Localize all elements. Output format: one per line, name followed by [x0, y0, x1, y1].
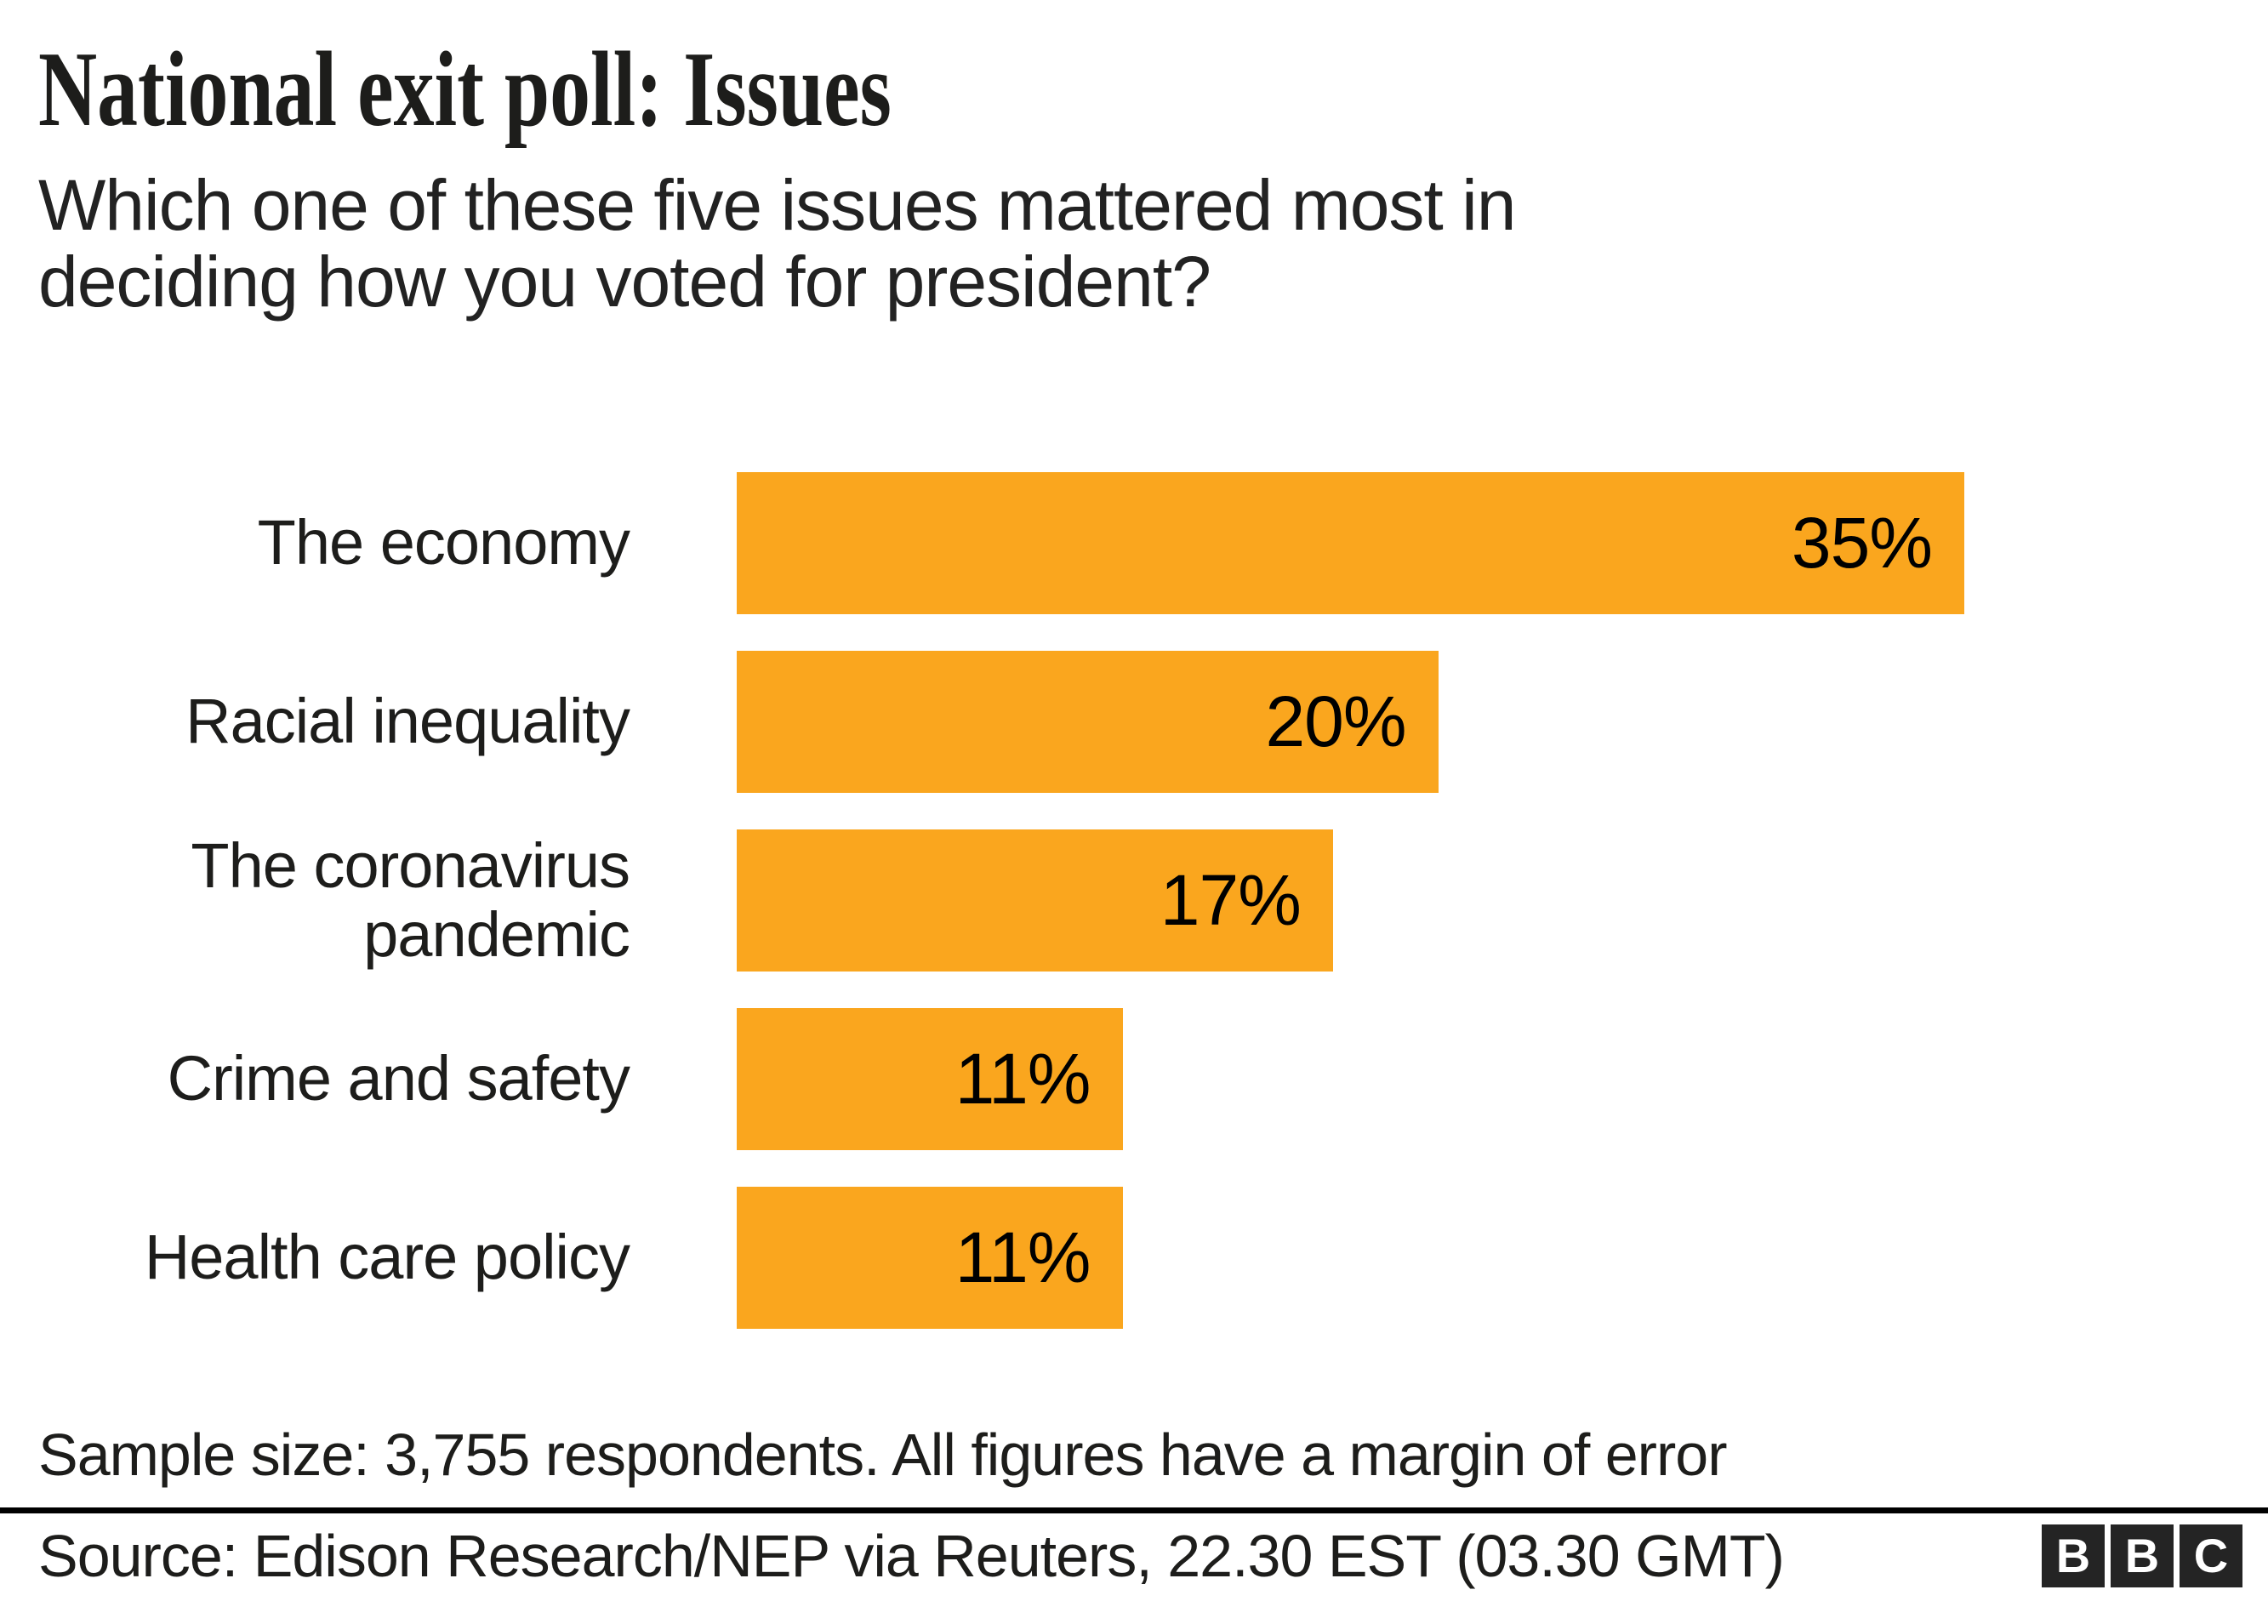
bar: 20% — [737, 650, 1439, 793]
bar-row: Crime and safety 11% — [38, 1007, 2268, 1150]
footer-divider — [0, 1507, 2268, 1513]
bar-value-label: 11% — [954, 1217, 1091, 1297]
bar: 11% — [737, 1007, 1123, 1150]
bar-track: 35% — [737, 471, 1964, 614]
bar-category-label: Racial inequality — [185, 686, 630, 757]
bar: 35% — [737, 471, 1964, 614]
bbc-logo: B B C — [2042, 1524, 2242, 1587]
bar-value-label: 20% — [1265, 681, 1406, 761]
bar-category-label: Health care policy — [144, 1222, 630, 1293]
bar: 17% — [737, 829, 1333, 972]
source-text: Source: Edison Research/NEP via Reuters,… — [38, 1522, 1785, 1589]
bar-track: 17% — [737, 829, 1964, 972]
bbc-logo-letter: B — [2042, 1524, 2105, 1587]
bar-track: 11% — [737, 1007, 1964, 1150]
chart-question-line1: Which one of these five issues mattered … — [38, 164, 1516, 245]
chart-question-line2: deciding how you voted for president? — [38, 241, 1211, 322]
page-title: National exit poll: Issues — [38, 31, 892, 149]
bar-category-label: Crime and safety — [167, 1043, 630, 1114]
bar-row: The economy 35% — [38, 471, 2268, 614]
bar: 11% — [737, 1186, 1123, 1329]
chart-page: National exit poll: Issues Which one of … — [0, 29, 2268, 1590]
bar-row: The coronavirus pandemic 17% — [38, 829, 2268, 972]
bar-category-label: The economy — [257, 507, 630, 578]
sample-size-note: Sample size: 3,755 respondents. All figu… — [38, 1421, 1728, 1488]
bar-value-label: 35% — [1791, 502, 1933, 583]
bar-value-label: 11% — [954, 1038, 1091, 1119]
bar-category-label: The coronavirus pandemic — [191, 829, 630, 971]
bbc-logo-letter: B — [2111, 1524, 2174, 1587]
bar-row: Racial inequality 20% — [38, 650, 2268, 793]
bar-chart: The economy 35% Racial inequality 20% The co… — [38, 471, 2268, 1329]
bar-row: Health care policy 11% — [38, 1186, 2268, 1329]
source-bar: Source: Edison Research/NEP via Reuters,… — [38, 1522, 2268, 1590]
bar-track: 11% — [737, 1186, 1964, 1329]
bar-value-label: 17% — [1160, 859, 1302, 940]
chart-question: Which one of these five issues mattered … — [38, 164, 2268, 322]
bar-track: 20% — [737, 650, 1964, 793]
bbc-logo-letter: C — [2180, 1524, 2242, 1587]
